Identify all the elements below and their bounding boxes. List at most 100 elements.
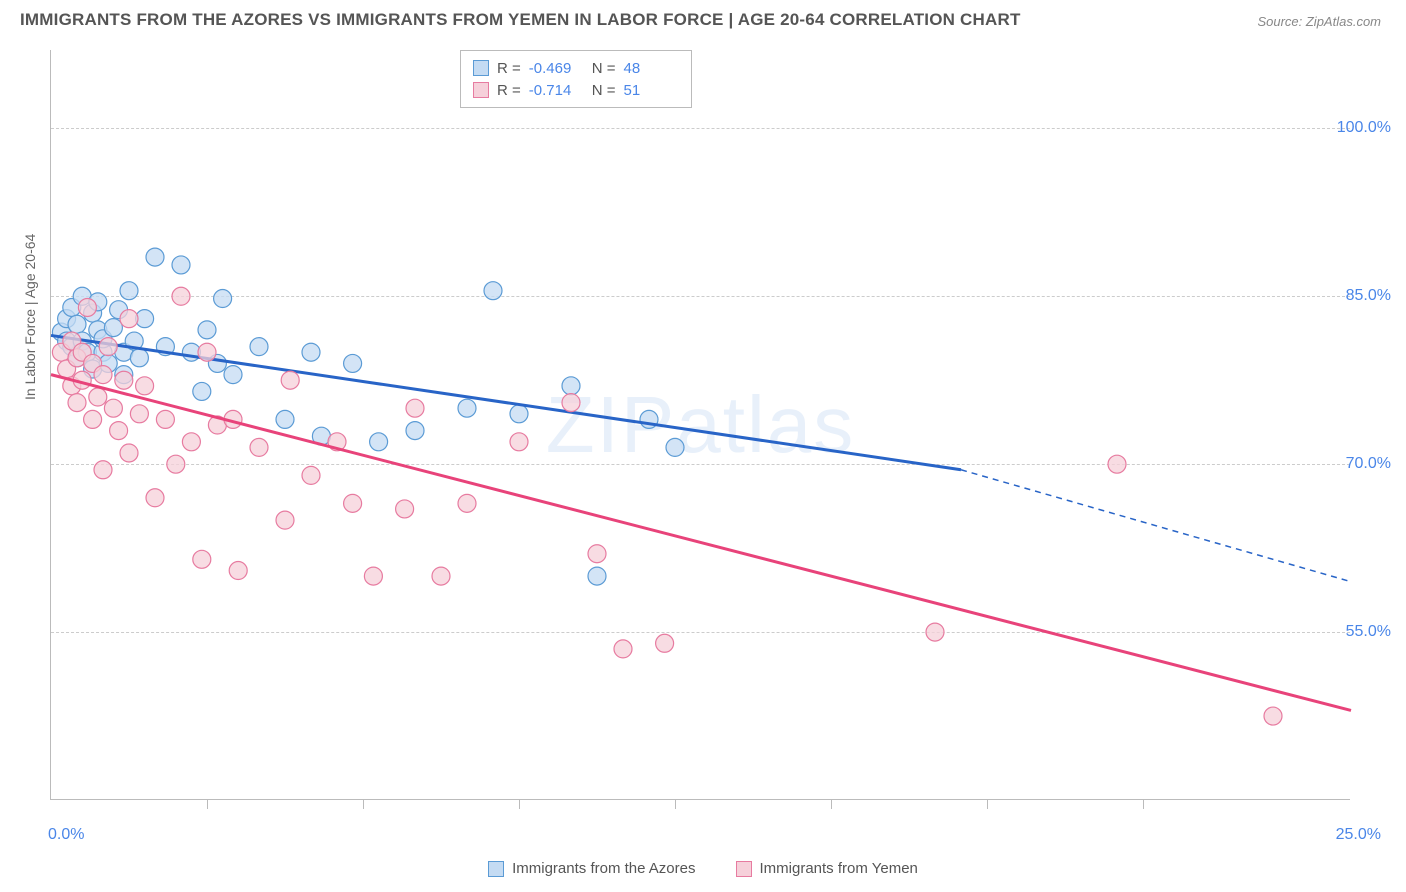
legend-n-value: 51: [624, 82, 679, 99]
data-point: [193, 550, 211, 568]
data-point: [156, 410, 174, 428]
legend-label: Immigrants from the Azores: [512, 860, 695, 877]
data-point: [302, 343, 320, 361]
data-point: [276, 511, 294, 529]
data-point: [193, 382, 211, 400]
data-point: [84, 410, 102, 428]
data-point: [167, 455, 185, 473]
data-point: [120, 282, 138, 300]
legend-n-label: N =: [592, 82, 616, 99]
data-point: [588, 545, 606, 563]
correlation-legend: R = -0.469 N = 48 R = -0.714 N = 51: [460, 50, 692, 108]
data-point: [562, 377, 580, 395]
y-tick-label: 70.0%: [1346, 455, 1391, 473]
data-point: [614, 640, 632, 658]
legend-r-value: -0.714: [529, 82, 584, 99]
data-point: [276, 410, 294, 428]
trend-line-extrapolated: [961, 470, 1351, 582]
data-point: [182, 433, 200, 451]
x-axis-min-label: 0.0%: [48, 826, 84, 844]
legend-swatch: [473, 82, 489, 98]
data-point: [1108, 455, 1126, 473]
data-point: [214, 290, 232, 308]
data-point: [432, 567, 450, 585]
chart-title: IMMIGRANTS FROM THE AZORES VS IMMIGRANTS…: [20, 10, 1021, 30]
legend-swatch: [736, 861, 752, 877]
data-point: [94, 366, 112, 384]
chart-svg: [51, 50, 1350, 799]
data-point: [484, 282, 502, 300]
data-point: [458, 494, 476, 512]
data-point: [406, 399, 424, 417]
data-point: [130, 349, 148, 367]
data-point: [68, 394, 86, 412]
data-point: [78, 298, 96, 316]
x-tick: [831, 799, 832, 809]
data-point: [99, 338, 117, 356]
data-point: [344, 494, 362, 512]
data-point: [510, 405, 528, 423]
data-point: [588, 567, 606, 585]
legend-row: R = -0.469 N = 48: [473, 57, 679, 79]
data-point: [281, 371, 299, 389]
data-point: [120, 444, 138, 462]
data-point: [94, 461, 112, 479]
data-point: [229, 562, 247, 580]
legend-r-label: R =: [497, 60, 521, 77]
legend-n-value: 48: [624, 60, 679, 77]
data-point: [396, 500, 414, 518]
data-point: [172, 256, 190, 274]
data-point: [115, 371, 133, 389]
x-axis-max-label: 25.0%: [1336, 826, 1381, 844]
data-point: [302, 466, 320, 484]
x-tick: [363, 799, 364, 809]
data-point: [68, 315, 86, 333]
data-point: [224, 366, 242, 384]
data-point: [104, 319, 122, 337]
data-point: [198, 343, 216, 361]
data-point: [562, 394, 580, 412]
legend-r-value: -0.469: [529, 60, 584, 77]
data-point: [146, 248, 164, 266]
chart-plot-area: ZIPatlas: [50, 50, 1350, 800]
x-tick: [987, 799, 988, 809]
x-tick: [519, 799, 520, 809]
source-attribution: Source: ZipAtlas.com: [1257, 14, 1381, 29]
data-point: [250, 438, 268, 456]
legend-r-label: R =: [497, 82, 521, 99]
legend-item: Immigrants from Yemen: [736, 860, 918, 877]
legend-swatch: [488, 861, 504, 877]
x-tick: [207, 799, 208, 809]
legend-swatch: [473, 60, 489, 76]
data-point: [130, 405, 148, 423]
data-point: [198, 321, 216, 339]
data-point: [510, 433, 528, 451]
data-point: [370, 433, 388, 451]
data-point: [666, 438, 684, 456]
data-point: [926, 623, 944, 641]
y-axis-label: In Labor Force | Age 20-64: [22, 234, 38, 400]
data-point: [458, 399, 476, 417]
x-tick: [1143, 799, 1144, 809]
trend-line: [51, 375, 1351, 711]
legend-row: R = -0.714 N = 51: [473, 79, 679, 101]
data-point: [250, 338, 268, 356]
data-point: [146, 489, 164, 507]
data-point: [344, 354, 362, 372]
legend-item: Immigrants from the Azores: [488, 860, 695, 877]
x-tick: [675, 799, 676, 809]
data-point: [1264, 707, 1282, 725]
data-point: [656, 634, 674, 652]
y-tick-label: 55.0%: [1346, 623, 1391, 641]
data-point: [104, 399, 122, 417]
data-point: [136, 377, 154, 395]
data-point: [89, 388, 107, 406]
y-tick-label: 85.0%: [1346, 287, 1391, 305]
data-point: [172, 287, 190, 305]
data-point: [110, 422, 128, 440]
data-point: [406, 422, 424, 440]
legend-n-label: N =: [592, 60, 616, 77]
legend-label: Immigrants from Yemen: [760, 860, 918, 877]
data-point: [364, 567, 382, 585]
data-point: [120, 310, 138, 328]
